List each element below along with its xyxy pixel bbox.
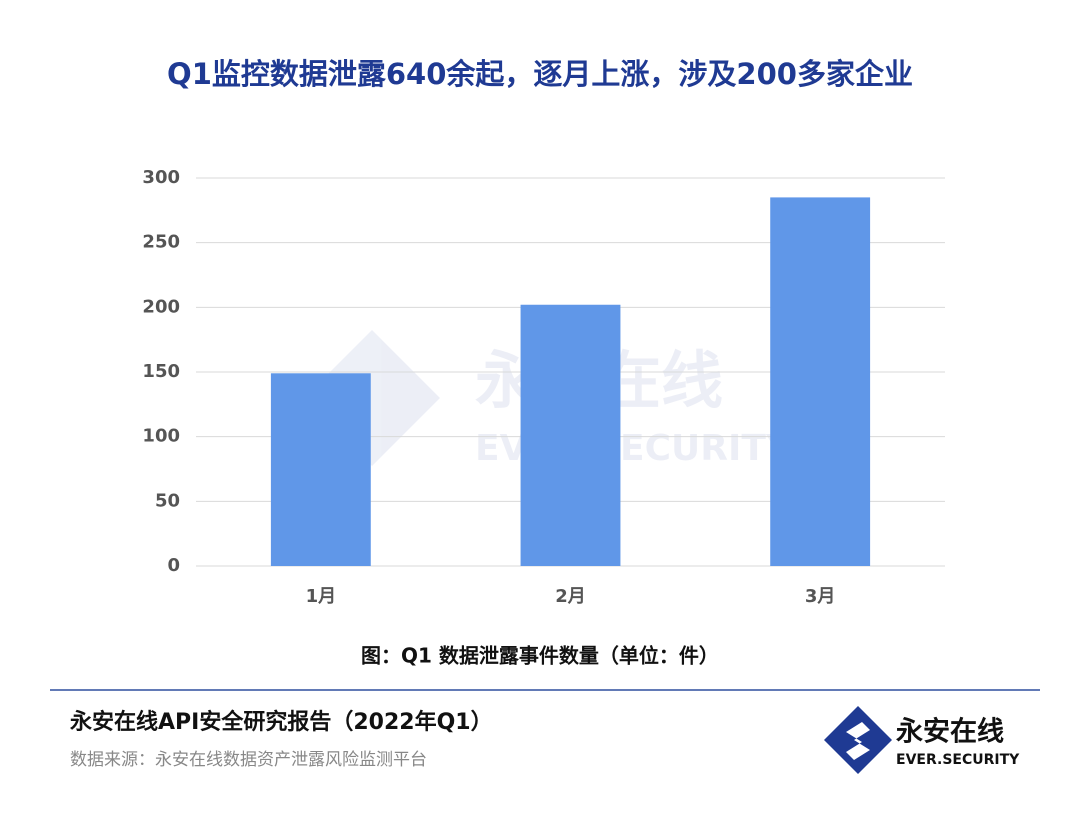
bar — [270, 373, 371, 566]
source: 数据来源：永安在线数据资产泄露风险监测平台 — [70, 750, 427, 770]
x-tick-label: 3月 — [805, 586, 836, 607]
x-tick-label: 1月 — [306, 586, 337, 607]
y-tick-label: 0 — [167, 555, 180, 576]
y-tick-label: 250 — [142, 232, 180, 253]
y-tick-label: 50 — [155, 490, 180, 511]
chart-caption: 图：Q1 数据泄露事件数量（单位：件） — [361, 644, 719, 668]
y-tick-label: 200 — [142, 296, 180, 317]
y-tick-label: 150 — [142, 361, 180, 382]
logo-tagline: EVER.SECURITY — [896, 752, 1020, 768]
bar — [770, 197, 871, 566]
x-tick-label: 2月 — [555, 586, 586, 607]
logo: 永安在线 EVER.SECURITY — [824, 706, 1020, 774]
bar — [520, 304, 621, 566]
logo-mark-inner — [846, 722, 870, 760]
chart-title: Q1监控数据泄露640余起，逐月上涨，涉及200多家企业 — [167, 57, 913, 91]
y-tick-label: 300 — [142, 167, 180, 188]
logo-name: 永安在线 — [895, 717, 1004, 748]
report-title: 永安在线API安全研究报告（2022年Q1） — [70, 709, 493, 735]
plot: 0 50 100 150 200 250 300 1月 2月 3月 — [142, 167, 945, 607]
y-tick-label: 100 — [142, 426, 180, 447]
